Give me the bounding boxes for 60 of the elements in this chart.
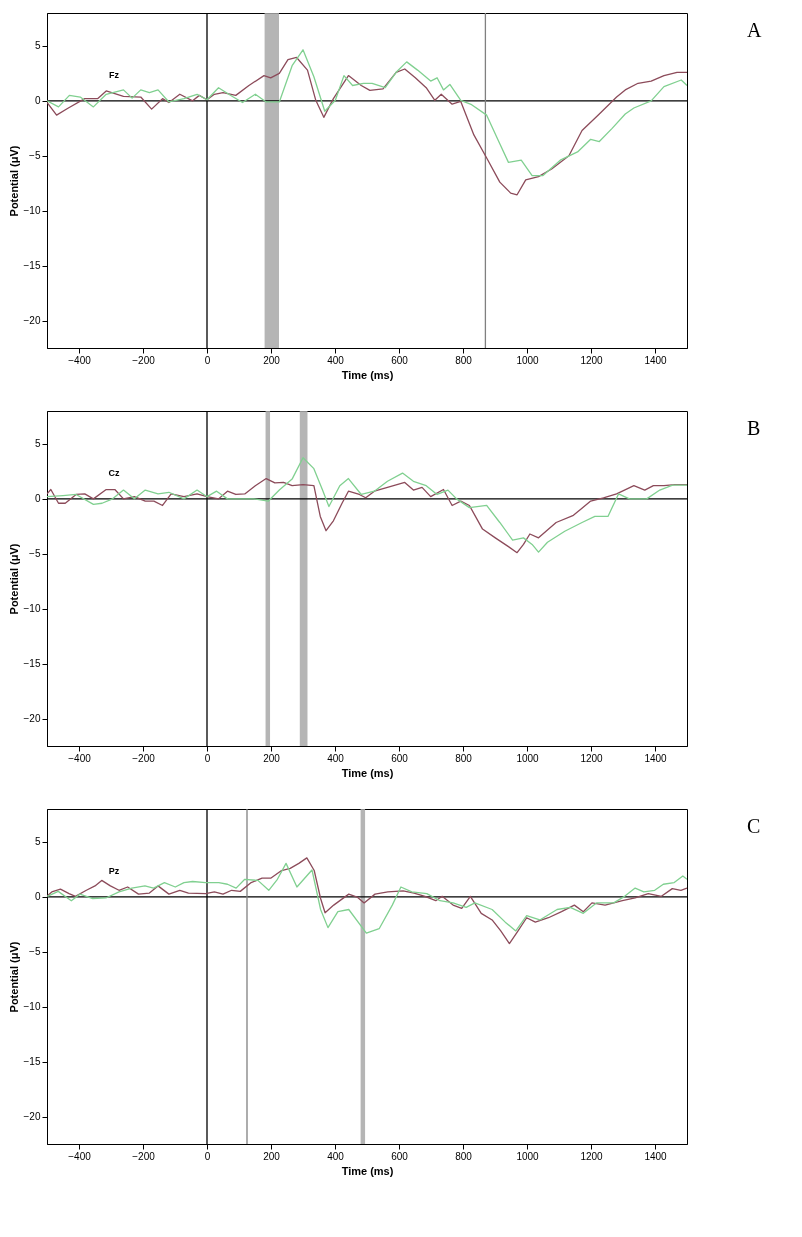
y-tick-label: −15 <box>23 260 41 272</box>
y-tick-label: −5 <box>29 946 41 958</box>
annotation: Pz <box>108 866 120 876</box>
x-tick-label: 1400 <box>644 752 668 764</box>
x-tick-label: 1200 <box>580 354 604 366</box>
text: A <box>747 19 762 41</box>
y-tick-label: −20 <box>23 713 41 725</box>
x-axis-title: Time (ms) <box>341 766 394 779</box>
x-tick-label: 1400 <box>644 354 668 366</box>
x-tick-label: 0 <box>204 1150 211 1162</box>
text: C <box>747 815 761 837</box>
y-tick-label: 5 <box>34 40 41 52</box>
y-tick-label: −15 <box>23 1056 41 1068</box>
x-tick-label: 200 <box>263 354 281 366</box>
x-tick-label: 800 <box>455 1150 473 1162</box>
x-tick-label: 1000 <box>516 354 540 366</box>
x-tick-label: 600 <box>391 354 409 366</box>
y-tick-label: −5 <box>29 548 41 560</box>
x-tick-label: 600 <box>391 1150 409 1162</box>
x-tick-label: 0 <box>204 752 211 764</box>
x-tick-label: 1400 <box>644 1150 668 1162</box>
x-tick-label: 400 <box>327 1150 345 1162</box>
x-tick-label: 0 <box>204 354 211 366</box>
x-tick-label: −200 <box>132 1150 156 1162</box>
y-tick-label: 5 <box>34 438 41 450</box>
x-tick-label: 800 <box>455 354 473 366</box>
annotation: Fz <box>109 70 120 80</box>
x-axis-title: Time (ms) <box>341 368 394 381</box>
y-axis-title: Potential (μV) <box>7 941 20 1013</box>
x-tick-label: −400 <box>68 752 92 764</box>
y-tick-label: −10 <box>23 205 41 217</box>
y-tick-label: 0 <box>34 95 41 107</box>
x-tick-label: 1200 <box>580 1150 604 1162</box>
y-tick-label: −20 <box>23 315 41 327</box>
text: B <box>747 417 761 439</box>
x-tick-label: 200 <box>263 1150 281 1162</box>
y-tick-label: 5 <box>34 836 41 848</box>
y-tick-label: −10 <box>23 603 41 615</box>
x-axis-title: Time (ms) <box>341 1164 394 1177</box>
x-tick-label: 200 <box>263 752 281 764</box>
y-tick-label: 0 <box>34 493 41 505</box>
y-axis-title: Potential (μV) <box>7 145 20 217</box>
x-tick-label: 1200 <box>580 752 604 764</box>
y-tick-label: −15 <box>23 658 41 670</box>
x-tick-label: 600 <box>391 752 409 764</box>
x-tick-label: −400 <box>68 354 92 366</box>
x-tick-label: 400 <box>327 752 345 764</box>
y-tick-label: 0 <box>34 891 41 903</box>
x-tick-label: 400 <box>327 354 345 366</box>
x-tick-label: −200 <box>132 752 156 764</box>
annotation: Cz <box>108 468 120 478</box>
x-tick-label: 800 <box>455 752 473 764</box>
x-tick-label: 1000 <box>516 1150 540 1162</box>
y-axis-title: Potential (μV) <box>7 543 20 615</box>
y-tick-label: −10 <box>23 1001 41 1013</box>
y-tick-label: −20 <box>23 1111 41 1123</box>
y-tick-label: −5 <box>29 150 41 162</box>
x-tick-label: −200 <box>132 354 156 366</box>
x-tick-label: −400 <box>68 1150 92 1162</box>
x-tick-label: 1000 <box>516 752 540 764</box>
